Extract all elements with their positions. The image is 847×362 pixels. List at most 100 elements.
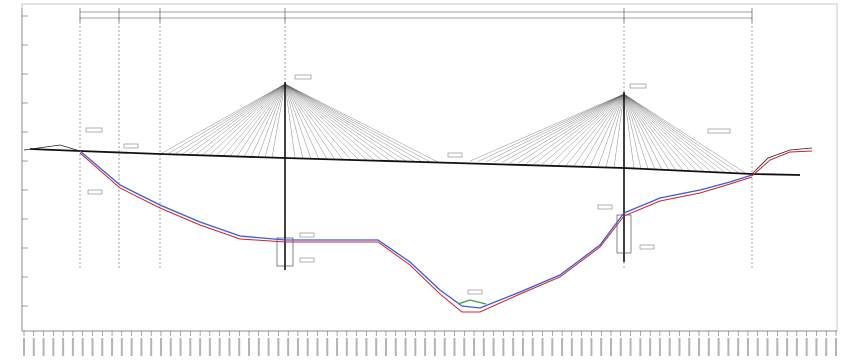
stay-cable bbox=[518, 94, 624, 163]
station-label-glyph bbox=[453, 338, 455, 356]
stay-cable bbox=[272, 84, 285, 158]
stay-cable bbox=[285, 84, 335, 160]
station-label-glyph bbox=[757, 338, 759, 356]
stay-cable bbox=[258, 84, 285, 157]
station-label-glyph bbox=[356, 338, 358, 356]
tag-ground-left bbox=[300, 233, 314, 237]
drawing-frame bbox=[22, 4, 837, 331]
station-label-glyph bbox=[610, 338, 612, 356]
station-label-glyph bbox=[806, 338, 808, 356]
station-label-glyph bbox=[228, 338, 230, 356]
stay-cable bbox=[494, 94, 624, 162]
stay-cable bbox=[534, 94, 624, 164]
station-label-glyph bbox=[297, 338, 299, 356]
station-label-glyph bbox=[424, 338, 426, 356]
station-label-glyph bbox=[91, 338, 93, 356]
stay-cable bbox=[624, 94, 697, 171]
station-label-glyph bbox=[72, 338, 74, 356]
elevation-axis bbox=[22, 8, 28, 331]
station-label-glyph bbox=[43, 338, 45, 356]
stay-cable bbox=[285, 84, 383, 161]
stay-cable bbox=[160, 84, 285, 154]
station-label-glyph bbox=[727, 338, 729, 356]
station-label-glyph bbox=[630, 338, 632, 356]
station-label-glyph bbox=[199, 338, 201, 356]
station-label-glyph bbox=[121, 338, 123, 356]
station-label-glyph bbox=[160, 338, 162, 356]
riverbed-green bbox=[458, 300, 486, 304]
station-label-glyph bbox=[111, 338, 113, 356]
stay-cable bbox=[510, 94, 624, 163]
stay-cable bbox=[285, 84, 407, 162]
tag-slope-left bbox=[88, 190, 102, 194]
station-label-glyph bbox=[375, 338, 377, 356]
station-label-glyph bbox=[600, 338, 602, 356]
station-label-glyph bbox=[287, 338, 289, 356]
station-label-glyph bbox=[346, 338, 348, 356]
station-label-glyph bbox=[23, 338, 25, 356]
tag-ground-right bbox=[640, 245, 654, 249]
stay-cable bbox=[478, 94, 624, 161]
stay-cable bbox=[230, 84, 285, 156]
stay-cable bbox=[188, 84, 285, 155]
stay-cables bbox=[160, 84, 746, 173]
station-label-glyph bbox=[718, 338, 720, 356]
stay-cable bbox=[209, 84, 285, 156]
station-label-glyph bbox=[140, 338, 142, 356]
station-label-glyph bbox=[747, 338, 749, 356]
station-label-glyph bbox=[444, 338, 446, 356]
station-label-glyph bbox=[414, 338, 416, 356]
station-label-glyph bbox=[796, 338, 798, 356]
tag-left-approach bbox=[86, 128, 102, 132]
station-label-glyph bbox=[708, 338, 710, 356]
station-label-glyph bbox=[209, 338, 211, 356]
station-label-glyph bbox=[33, 338, 35, 356]
station-label-glyph bbox=[219, 338, 221, 356]
station-label-glyph bbox=[502, 338, 504, 356]
stay-cable bbox=[558, 94, 624, 165]
station-label-glyph bbox=[82, 338, 84, 356]
station-label-glyph bbox=[678, 338, 680, 356]
station-label-glyph bbox=[405, 338, 407, 356]
station-label-glyph bbox=[268, 338, 270, 356]
station-label-glyph bbox=[316, 338, 318, 356]
approach-right-red bbox=[752, 151, 812, 176]
station-label-glyph bbox=[131, 338, 133, 356]
stay-cable bbox=[285, 84, 367, 160]
station-label-glyph bbox=[815, 338, 817, 356]
station-label-glyph bbox=[542, 338, 544, 356]
top-dimension-line bbox=[80, 8, 752, 22]
stay-cable bbox=[542, 94, 624, 164]
stay-cable bbox=[167, 84, 285, 154]
stay-cable bbox=[624, 94, 718, 172]
station-label-glyph bbox=[473, 338, 475, 356]
stay-cable bbox=[195, 84, 285, 155]
tag-pylon-left-top bbox=[295, 75, 311, 79]
ground-profile-blue bbox=[80, 151, 752, 308]
station-label-glyph bbox=[522, 338, 524, 356]
stay-cable bbox=[624, 94, 704, 172]
station-label-glyph bbox=[395, 338, 397, 356]
tag-riverbed bbox=[468, 290, 482, 294]
station-label-glyph bbox=[825, 338, 827, 356]
station-label-glyph bbox=[649, 338, 651, 356]
stay-cable bbox=[285, 84, 423, 162]
station-label-glyph bbox=[277, 338, 279, 356]
station-label-glyph bbox=[307, 338, 309, 356]
station-label-glyph bbox=[336, 338, 338, 356]
stay-cable bbox=[624, 94, 711, 172]
stay-cable bbox=[285, 84, 359, 160]
station-label-glyph bbox=[581, 338, 583, 356]
station-label-glyph bbox=[776, 338, 778, 356]
support-guides bbox=[80, 18, 752, 270]
stay-cable bbox=[470, 94, 624, 161]
station-label-glyph bbox=[571, 338, 573, 356]
station-label-glyph bbox=[365, 338, 367, 356]
station-label-glyph bbox=[512, 338, 514, 356]
station-label-glyph bbox=[767, 338, 769, 356]
station-label-glyph bbox=[326, 338, 328, 356]
stay-cable bbox=[624, 94, 669, 170]
station-label-glyph bbox=[258, 338, 260, 356]
station-label-glyph bbox=[551, 338, 553, 356]
